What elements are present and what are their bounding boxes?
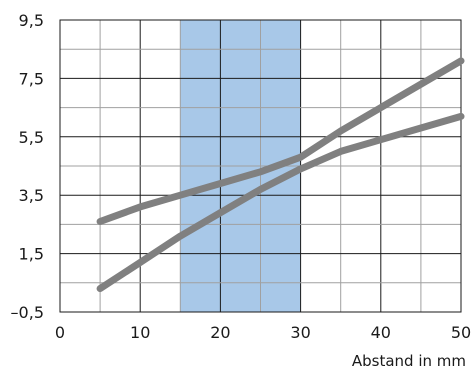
plot-frame xyxy=(59,19,462,313)
y-tick-label: 3,5 xyxy=(19,186,44,205)
x-tick-label: 50 xyxy=(451,323,471,342)
y-tick-label: 1,5 xyxy=(19,245,44,264)
series-line-2 xyxy=(96,112,465,293)
y-tick-label: –0,5 xyxy=(11,303,44,322)
x-tick-label: 40 xyxy=(371,323,391,342)
grid-layer xyxy=(59,19,462,313)
y-tick-label: 5,5 xyxy=(19,128,44,147)
x-tick-label: 20 xyxy=(210,323,230,342)
x-tick-label: 0 xyxy=(55,323,65,342)
x-tick-label: 30 xyxy=(290,323,310,342)
y-tick-label: 7,5 xyxy=(19,69,44,88)
x-axis-label: Abstand in mm xyxy=(352,352,466,370)
tick-label-layer: –0,5 1,5 3,5 5,5 7,5 9,5 0 10 20 30 40 50 xyxy=(11,11,472,342)
series-line-1 xyxy=(96,57,465,225)
y-tick-label: 9,5 xyxy=(19,11,44,30)
series-layer xyxy=(96,57,465,293)
x-tick-label: 10 xyxy=(130,323,150,342)
